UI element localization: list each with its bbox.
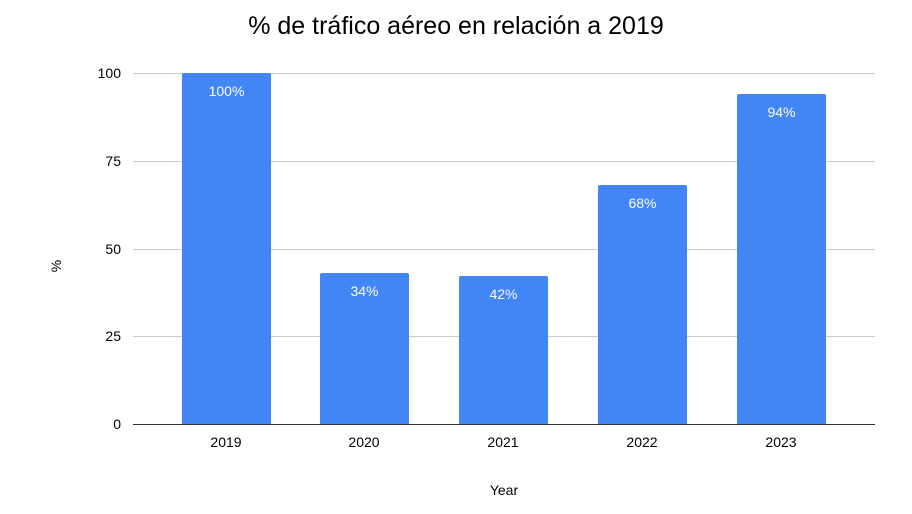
bar-2020: 34% (320, 273, 409, 424)
x-tick-2021: 2021 (487, 434, 519, 450)
y-tick-0: 0 (113, 416, 121, 432)
gridline (133, 73, 875, 74)
bar-2023: 94% (737, 94, 826, 424)
y-tick-100: 100 (97, 65, 121, 81)
bar-2021: 42% (459, 276, 548, 424)
x-tick-2020: 2020 (348, 434, 380, 450)
y-tick-25: 25 (105, 328, 121, 344)
x-tick-2019: 2019 (210, 434, 242, 450)
x-axis-line (133, 424, 875, 425)
bar-label: 68% (628, 195, 657, 211)
y-tick-50: 50 (105, 241, 121, 257)
bar-label: 94% (767, 104, 796, 120)
plot-area: 100% 34% 42% 68% 94% (133, 73, 875, 425)
bar-label: 42% (489, 286, 518, 302)
y-tick-75: 75 (105, 153, 121, 169)
bar-label: 34% (350, 283, 379, 299)
chart-title: % de tráfico aéreo en relación a 2019 (248, 12, 664, 40)
x-axis-label: Year (489, 482, 519, 498)
bar-2019: 100% (182, 73, 271, 424)
bar-2022: 68% (598, 185, 687, 424)
x-tick-2023: 2023 (765, 434, 797, 450)
y-axis-label: % (48, 259, 65, 273)
gridline (133, 161, 875, 162)
x-tick-2022: 2022 (626, 434, 658, 450)
bar-label: 100% (208, 83, 245, 99)
gridline (133, 249, 875, 250)
